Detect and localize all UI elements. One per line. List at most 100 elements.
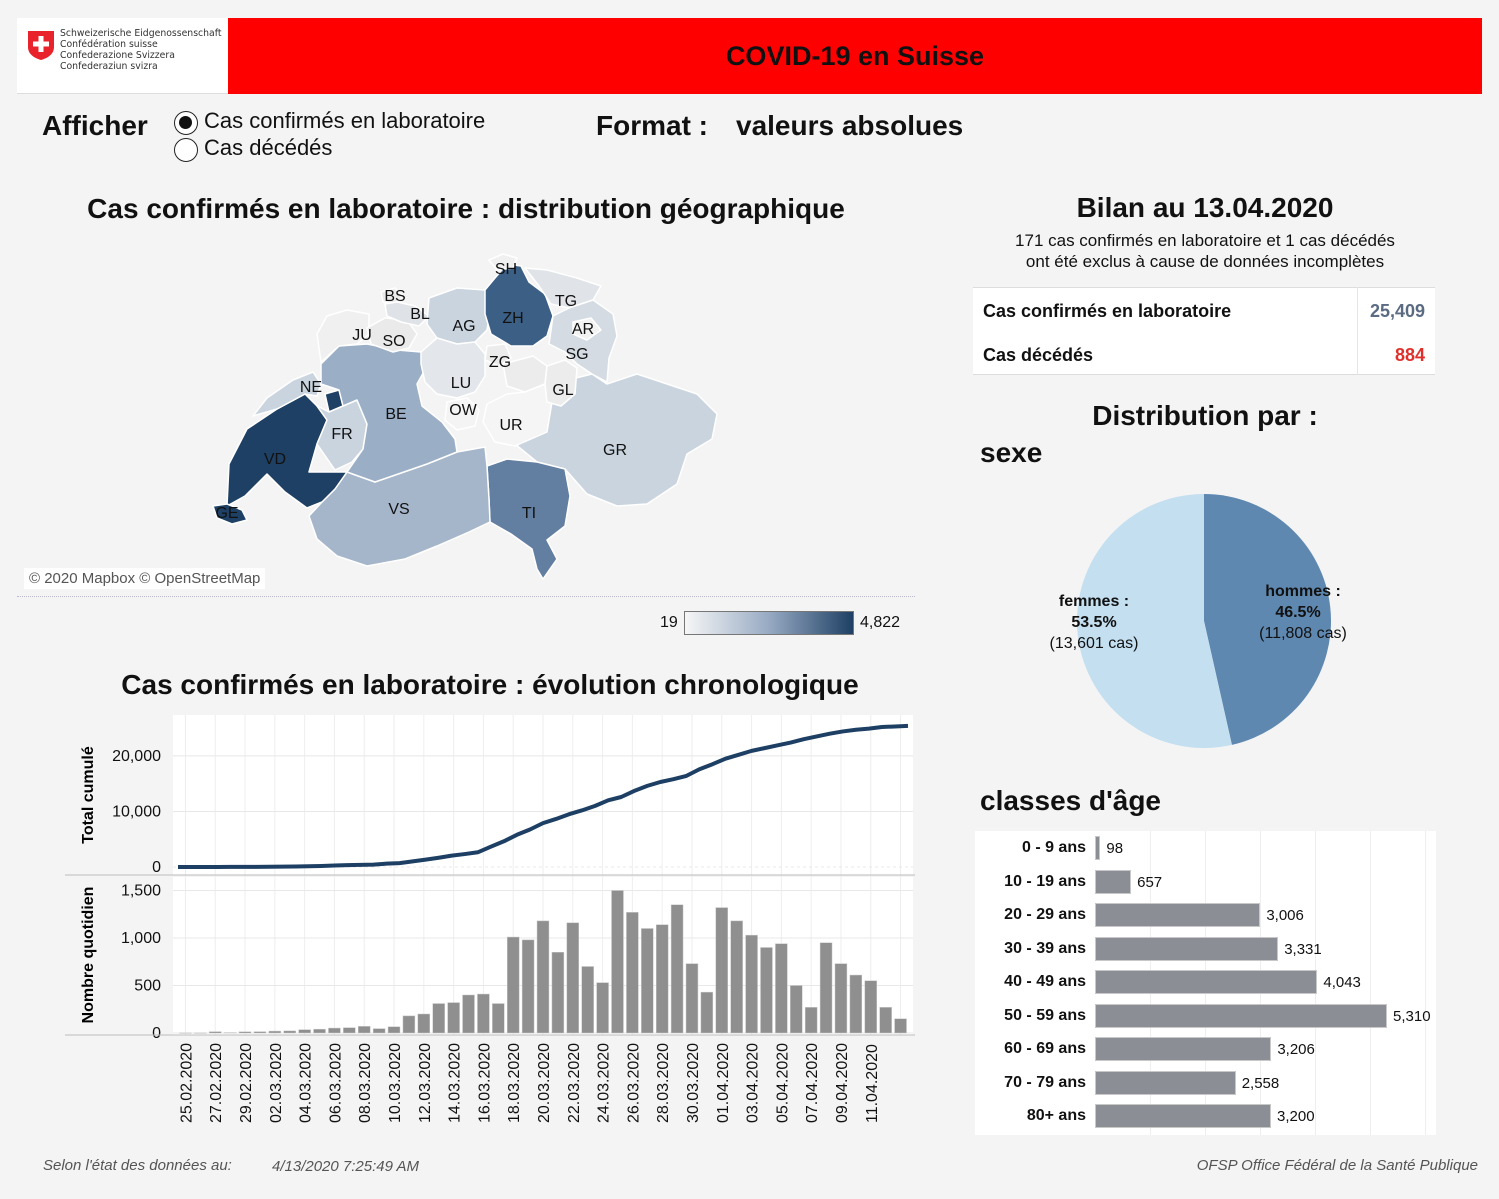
daily-bar[interactable] <box>372 1028 386 1034</box>
canton-label: AR <box>572 321 594 338</box>
age-row[interactable]: 10 - 19 ans 657 <box>975 865 1436 899</box>
radio-label-cas-confirmes[interactable]: Cas confirmés en laboratoire <box>204 108 486 133</box>
daily-bar[interactable] <box>849 974 863 1034</box>
daily-bar[interactable] <box>328 1027 341 1034</box>
daily-bar[interactable] <box>745 934 758 1034</box>
daily-bar[interactable] <box>313 1028 326 1034</box>
daily-bar[interactable] <box>760 947 773 1034</box>
canton-shape-ge[interactable] <box>212 503 248 525</box>
format-value[interactable]: valeurs absolues <box>736 110 964 141</box>
daily-bar[interactable] <box>477 993 490 1034</box>
daily-bar[interactable] <box>864 980 877 1034</box>
daily-bar[interactable] <box>626 912 639 1034</box>
daily-bar[interactable] <box>402 1015 416 1034</box>
daily-bar[interactable] <box>655 924 669 1034</box>
daily-bar[interactable] <box>209 1031 222 1034</box>
canton-shape-zg[interactable] <box>484 343 512 367</box>
daily-bar[interactable] <box>685 963 699 1034</box>
pie-slice-hommes[interactable] <box>1204 494 1331 745</box>
daily-bar[interactable] <box>730 920 743 1034</box>
daily-bar[interactable] <box>775 943 788 1034</box>
daily-bar[interactable] <box>715 907 728 1034</box>
age-row[interactable]: 60 - 69 ans 3,206 <box>975 1032 1436 1066</box>
daily-bar[interactable] <box>268 1030 282 1034</box>
canton-shape-gr[interactable] <box>514 373 718 507</box>
age-row[interactable]: 20 - 29 ans 3,006 <box>975 898 1436 932</box>
age-bar[interactable] <box>1095 1104 1271 1128</box>
canton-shape-gl[interactable] <box>544 359 578 407</box>
daily-bar[interactable] <box>536 920 550 1034</box>
daily-bar[interactable] <box>834 963 848 1034</box>
daily-bar[interactable] <box>790 985 803 1034</box>
bilan-row-deaths[interactable]: Cas décédés 884 <box>973 332 1435 376</box>
daily-bar[interactable] <box>417 1013 431 1034</box>
canton-shape-bs[interactable] <box>380 287 404 305</box>
daily-bar[interactable] <box>492 1003 505 1034</box>
radio-label-cas-decedes[interactable]: Cas décédés <box>204 135 333 160</box>
daily-bar[interactable] <box>581 966 594 1034</box>
daily-bar[interactable] <box>700 991 714 1034</box>
daily-bar[interactable] <box>819 942 833 1034</box>
canton-shape-sg[interactable] <box>548 299 618 383</box>
daily-bar[interactable] <box>238 1031 252 1034</box>
sex-pie-chart[interactable]: hommes : 46.5% (11,808 cas) femmes : 53.… <box>1040 480 1370 770</box>
age-bar[interactable] <box>1095 836 1101 860</box>
daily-bar[interactable] <box>879 1007 892 1034</box>
daily-bar[interactable] <box>194 1032 207 1034</box>
canton-shape-ti[interactable] <box>486 458 571 580</box>
canton-label: BS <box>384 288 405 305</box>
daily-bar[interactable] <box>611 890 624 1034</box>
chronology-chart[interactable]: 0 10,000 20,000 0 500 1,000 1,500 25.02.2020 27.… <box>65 715 915 1135</box>
daily-bar[interactable] <box>462 994 475 1034</box>
age-bar[interactable] <box>1095 1037 1272 1061</box>
date-tick-label: 12.03.2020 <box>417 1043 434 1123</box>
canton-shape-ag[interactable] <box>426 287 492 345</box>
canton-shape-ar[interactable] <box>572 317 602 341</box>
daily-bar[interactable] <box>343 1027 356 1034</box>
daily-bar[interactable] <box>641 928 654 1034</box>
canton-shape-bl[interactable] <box>384 301 430 327</box>
age-row[interactable]: 40 - 49 ans 4,043 <box>975 965 1436 999</box>
radio-cas-confirmes[interactable] <box>174 111 198 135</box>
daily-bar[interactable] <box>283 1030 296 1034</box>
age-bar[interactable] <box>1095 1003 1388 1028</box>
daily-bar[interactable] <box>566 922 580 1034</box>
age-row[interactable]: 70 - 79 ans 2,558 <box>975 1066 1436 1100</box>
canton-shape-ow[interactable] <box>444 397 480 431</box>
switzerland-map[interactable]: SH BS TG BL AG ZH AR JU SO SG ZG LU NE G… <box>17 234 915 594</box>
bilan-row-confirmed[interactable]: Cas confirmés en laboratoire 25,409 <box>973 288 1435 332</box>
age-bar[interactable] <box>1095 936 1279 961</box>
age-row[interactable]: 30 - 39 ans 3,331 <box>975 932 1436 966</box>
age-bar[interactable] <box>1095 1070 1236 1095</box>
age-bar[interactable] <box>1095 869 1132 894</box>
age-row[interactable]: 0 - 9 ans 98 <box>975 831 1436 865</box>
daily-bar[interactable] <box>223 1032 237 1034</box>
canton-shape-so[interactable] <box>366 317 418 353</box>
age-row[interactable]: 50 - 59 ans 5,310 <box>975 999 1436 1033</box>
daily-bar[interactable] <box>387 1026 401 1034</box>
daily-bar[interactable] <box>804 1007 818 1034</box>
daily-bar[interactable] <box>506 936 520 1034</box>
daily-bar[interactable] <box>596 982 609 1034</box>
daily-bar[interactable] <box>298 1029 311 1034</box>
canton-shape-ur[interactable] <box>482 383 553 447</box>
age-bar-chart[interactable]: 0 - 9 ans 98 10 - 19 ans 657 20 - 29 ans 3,00… <box>975 831 1436 1135</box>
daily-bar[interactable] <box>179 1032 192 1034</box>
daily-bar[interactable] <box>670 904 684 1034</box>
pie-slice-femmes[interactable] <box>1077 494 1232 748</box>
daily-bar[interactable] <box>521 939 535 1034</box>
age-bar[interactable] <box>1095 970 1318 994</box>
daily-bar[interactable] <box>358 1026 371 1034</box>
map-credit[interactable]: © 2020 Mapbox © OpenStreetMap <box>24 568 266 589</box>
canton-shape-be[interactable] <box>320 343 458 483</box>
daily-bar[interactable] <box>894 1018 907 1034</box>
canton-shape-sh[interactable] <box>488 253 518 271</box>
daily-bar[interactable] <box>253 1031 267 1034</box>
radio-cas-decedes[interactable] <box>174 138 198 162</box>
daily-bar[interactable] <box>551 952 565 1034</box>
daily-bar[interactable] <box>447 1002 460 1034</box>
canton-shape-lu[interactable] <box>420 337 486 399</box>
age-row[interactable]: 80+ ans 3,200 <box>975 1099 1436 1133</box>
age-bar[interactable] <box>1095 903 1261 927</box>
daily-bar[interactable] <box>432 1003 445 1034</box>
